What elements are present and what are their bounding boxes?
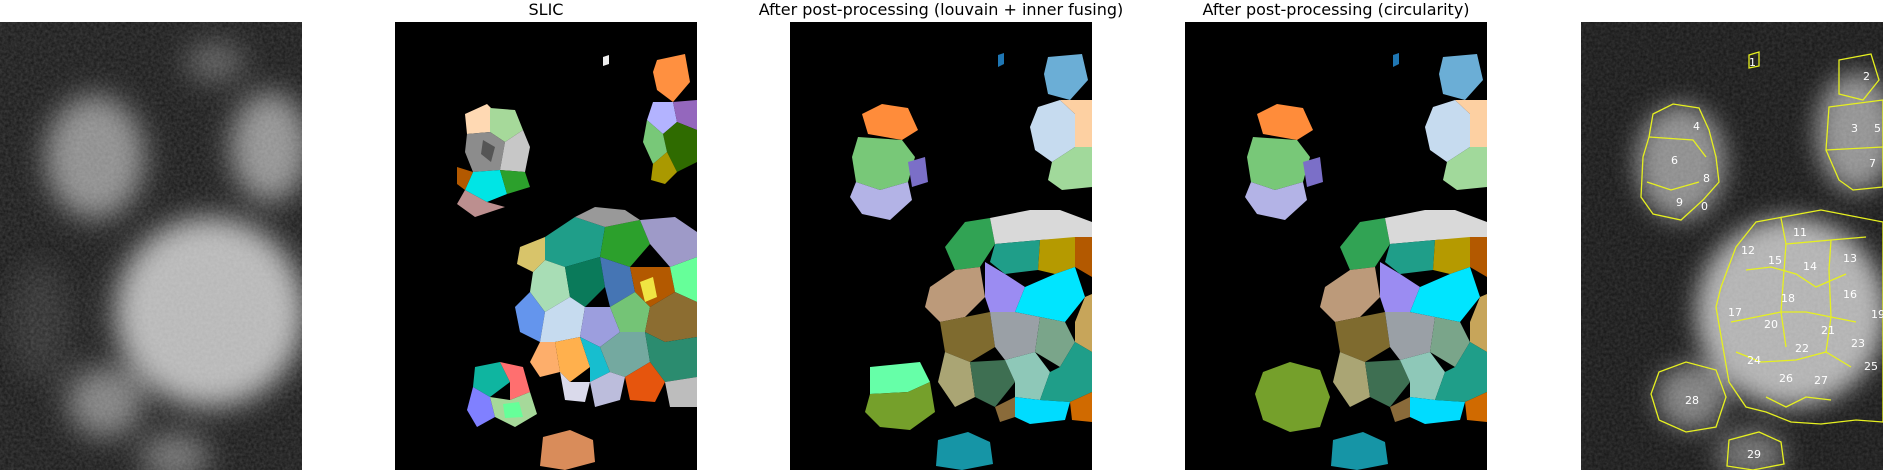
overlay-label: 26 [1779, 372, 1793, 385]
overlay-label: 4 [1693, 120, 1700, 133]
overlay-label: 21 [1821, 324, 1835, 337]
panel-title-circularity: After post-processing (circularity) [1202, 0, 1470, 19]
overlay-label: 7 [1869, 157, 1876, 170]
overlay-label: 28 [1685, 394, 1699, 407]
overlay-label: 8 [1703, 172, 1710, 185]
overlay-label: 22 [1795, 342, 1809, 355]
overlay-label: 19 [1871, 308, 1883, 321]
overlay-label: 20 [1764, 318, 1778, 331]
overlay-label: 9 [1676, 196, 1683, 209]
overlay-label: 23 [1851, 337, 1865, 350]
overlay-label: 3 [1851, 122, 1858, 135]
overlay-label: 27 [1814, 374, 1828, 387]
louvain-fusing-panel [790, 22, 1092, 470]
contour-overlay-panel: 1 2 3 4 5 6 7 8 9 0 11 12 13 14 15 16 17… [1581, 22, 1883, 470]
overlay-label: 15 [1768, 254, 1782, 267]
overlay-label: 17 [1728, 306, 1742, 319]
panel-title-louvain: After post-processing (louvain + inner f… [758, 0, 1124, 19]
original-image-panel [0, 22, 302, 470]
overlay-label: 5 [1874, 122, 1881, 135]
circularity-panel [1185, 22, 1487, 470]
overlay-label: 12 [1741, 244, 1755, 257]
overlay-label: 0 [1701, 200, 1708, 213]
overlay-label: 29 [1747, 448, 1761, 461]
overlay-label: 1 [1749, 56, 1756, 69]
overlay-label: 14 [1803, 260, 1817, 273]
overlay-label: 6 [1671, 154, 1678, 167]
overlay-label: 16 [1843, 288, 1857, 301]
overlay-label: 18 [1781, 292, 1795, 305]
panel-title-slic: SLIC [528, 0, 564, 19]
overlay-label: 13 [1843, 252, 1857, 265]
overlay-label: 25 [1864, 360, 1878, 373]
overlay-label: 2 [1863, 70, 1870, 83]
overlay-label: 11 [1793, 226, 1807, 239]
overlay-label: 24 [1747, 354, 1761, 367]
slic-segmentation-panel [395, 22, 697, 470]
